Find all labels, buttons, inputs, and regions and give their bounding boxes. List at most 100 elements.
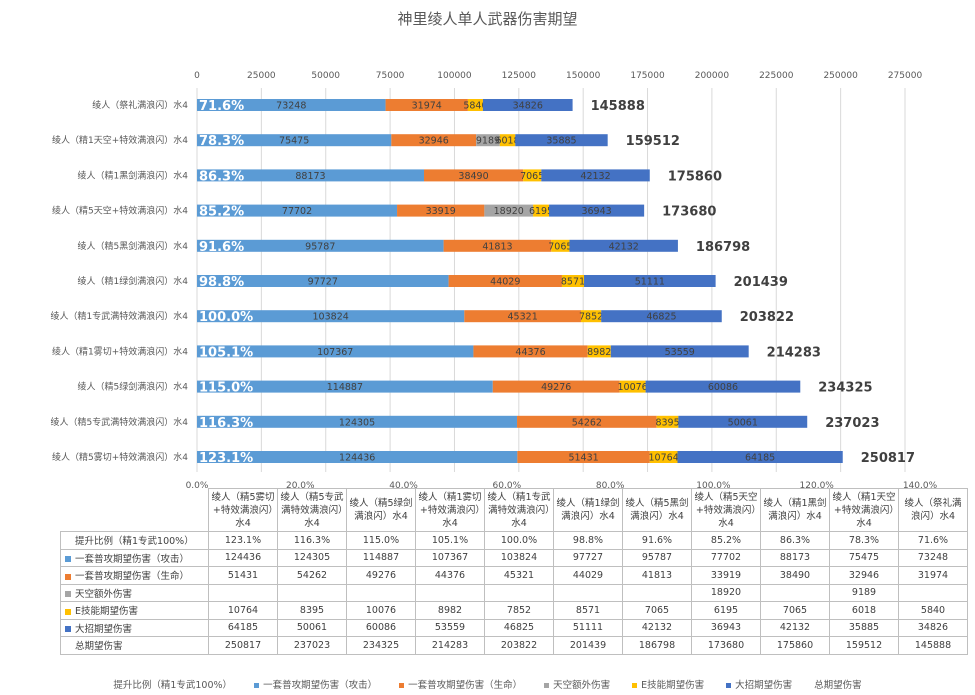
legend-swatch: [254, 683, 260, 688]
x-top-tick-label: 250000: [823, 71, 858, 81]
bar-segment: [587, 345, 611, 358]
bar-segment: [197, 451, 518, 463]
data-label: 44376: [515, 347, 545, 358]
bar-segment: [551, 239, 570, 252]
legend-label: 总期望伤害: [814, 680, 862, 691]
table-cell: 175860: [760, 636, 830, 655]
category-label: 绫人（祭礼满浪闪）水4: [92, 99, 188, 111]
table-cell: [277, 583, 347, 602]
bar-segment: [619, 380, 646, 393]
legend-item: 一套普攻期望伤害（攻击）: [254, 677, 377, 691]
table-cell: 42132: [760, 618, 830, 637]
total-label: 175860: [668, 169, 722, 184]
data-label: 124436: [339, 453, 375, 464]
table-cell: [484, 583, 554, 602]
ratio-label: 105.1%: [199, 345, 253, 360]
table-cell: 186798: [622, 636, 692, 655]
bar-segment: [197, 345, 474, 358]
data-label: 10076: [617, 382, 647, 393]
legend-swatch: [65, 556, 71, 563]
legend-swatch: [65, 573, 71, 580]
x-top-tick-label: 100000: [437, 71, 472, 81]
table-cell: 86.3%: [760, 531, 830, 550]
data-label: 10764: [649, 453, 679, 464]
legend-item: 总期望伤害: [814, 677, 862, 691]
legend-swatch: [544, 683, 550, 688]
ratio-label: 85.2%: [199, 205, 244, 220]
data-label: 97727: [308, 277, 338, 288]
data-label: 36943: [581, 206, 611, 217]
data-label: 107367: [317, 347, 353, 358]
data-label: 32946: [419, 136, 449, 147]
x-bottom-tick-label: 120.0%: [800, 481, 835, 490]
x-top-tick-label: 275000: [888, 71, 923, 81]
bar-segment: [492, 380, 620, 393]
data-label: 7065: [548, 241, 572, 252]
legend-label: 大招期望伤害: [735, 680, 793, 691]
data-label: 124305: [339, 417, 375, 428]
table-cell: [208, 583, 278, 602]
bar-segment: [610, 345, 749, 358]
category-label: 绫人（精5黑剑满浪闪）水4: [78, 240, 189, 252]
table-cell: 34826: [898, 618, 968, 637]
table-cell: 41813: [622, 566, 692, 585]
legend-item: 提升比例（精1专武100%）: [113, 677, 232, 691]
table-cell: 77702: [691, 548, 761, 567]
table-cell: 51431: [208, 566, 278, 585]
bar-segment: [197, 204, 398, 217]
table-cell: 91.6%: [622, 531, 692, 550]
table-cell: [346, 583, 416, 602]
table-cell: 8982: [415, 601, 485, 620]
table-cell: 234325: [346, 636, 416, 655]
category-label: 绫人（精5天空+特效满浪闪）水4: [52, 205, 188, 217]
row-label-text: 一套普攻期望伤害（生命）: [75, 571, 190, 583]
table-cell: 124436: [208, 548, 278, 567]
data-label: 31974: [412, 101, 442, 112]
table-cell: 173680: [691, 636, 761, 655]
category-label: 绫人（精1雾切+特效满浪闪）水4: [52, 345, 188, 357]
x-top-tick-label: 150000: [566, 71, 601, 81]
bar-segment: [424, 169, 524, 182]
legend: 提升比例（精1专武100%） 一套普攻期望伤害（攻击） 一套普攻期望伤害（生命） 天空…: [0, 677, 975, 691]
table-cell: 53559: [415, 618, 485, 637]
total-label: 173680: [662, 205, 716, 220]
table-row-label: 提升比例（精1专武100%）: [60, 531, 209, 550]
data-label: 77702: [282, 206, 312, 217]
legend-swatch: [65, 591, 71, 598]
table-row-label: 天空额外伤害: [60, 583, 209, 602]
legend-item: E技能期望伤害: [632, 677, 704, 691]
row-label-text: 提升比例（精1专武100%）: [75, 536, 194, 548]
x-top-tick-label: 175000: [630, 71, 665, 81]
x-bottom-tick-label: 0.0%: [186, 481, 209, 490]
x-bottom-tick-label: 20.0%: [286, 481, 315, 490]
data-label: 103824: [313, 312, 349, 323]
data-label: 18920: [494, 206, 524, 217]
table-header-row: 绫人（精5雾切+特效满浪闪）水4 绫人（精5专武满特效满浪闪）水4 绫人（精5绿剑满…: [60, 488, 968, 532]
x-bottom-tick-label: 80.0%: [596, 481, 625, 490]
table-cell: 44029: [553, 566, 623, 585]
ratio-label: 115.0%: [199, 381, 253, 396]
table-cell: 250817: [208, 636, 278, 655]
table-cell: 38490: [760, 566, 830, 585]
total-label: 234325: [818, 381, 872, 396]
table-row: 天空额外伤害 18920 9189: [60, 583, 968, 602]
x-top-tick-label: 50000: [311, 71, 340, 81]
data-label: 6195: [529, 206, 553, 217]
table-row-label: 一套普攻期望伤害（攻击）: [60, 548, 209, 567]
table-cell: 107367: [415, 548, 485, 567]
table-cell: 237023: [277, 636, 347, 655]
table-cell: 115.0%: [346, 531, 416, 550]
ratio-label: 86.3%: [199, 169, 244, 184]
table-cell: 75475: [829, 548, 899, 567]
data-label: 51431: [568, 453, 598, 464]
table-cell: 9189: [829, 583, 899, 602]
table-column-header: 绫人（精5绿剑满浪闪）水4: [346, 488, 416, 532]
table-cell: 44376: [415, 566, 485, 585]
bar-segment: [467, 99, 483, 111]
table-row-label: 总期望伤害: [60, 636, 209, 655]
legend-label: 一套普攻期望伤害（生命）: [408, 680, 523, 691]
data-table: 绫人（精5雾切+特效满浪闪）水4 绫人（精5专武满特效满浪闪）水4 绫人（精5绿剑满…: [60, 488, 968, 655]
legend-swatch: [399, 683, 405, 688]
table-row: 总期望伤害 250817 237023 234325 214283 203822 20143…: [60, 636, 968, 655]
bar-segment: [385, 99, 468, 111]
